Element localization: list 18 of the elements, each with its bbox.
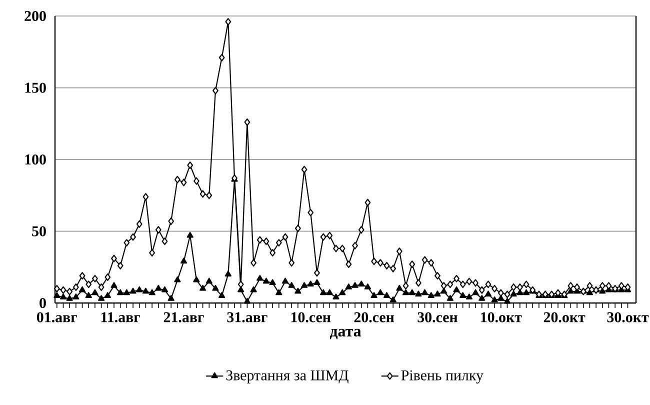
x-tick-label: 01.авг xyxy=(36,312,78,322)
x-tick-label: 20.окт xyxy=(544,312,586,322)
y-tick-label: 0 xyxy=(40,298,46,308)
x-axis-title: дата xyxy=(330,328,362,340)
y-tick-label: 100 xyxy=(25,154,46,165)
x-tick-label: 20.сен xyxy=(354,312,394,322)
x-tick-label: 31.авг xyxy=(227,312,268,322)
y-tick-label: 200 xyxy=(24,10,46,22)
y-tick-label: 50 xyxy=(32,226,46,236)
x-tick-label: 21.авг xyxy=(164,312,204,322)
x-tick-label: 30.сен xyxy=(418,312,458,322)
legend-label: Рівень пилку xyxy=(401,370,484,384)
x-tick-label: 10.сен xyxy=(291,312,331,322)
x-tick-label: 11.авг xyxy=(101,312,140,322)
x-tick-label: 30.окт xyxy=(607,312,649,322)
y-tick-label: 150 xyxy=(25,82,46,93)
x-tick-label: 10.окт xyxy=(481,312,522,322)
legend-label: Звертання за ШМД xyxy=(226,370,348,384)
